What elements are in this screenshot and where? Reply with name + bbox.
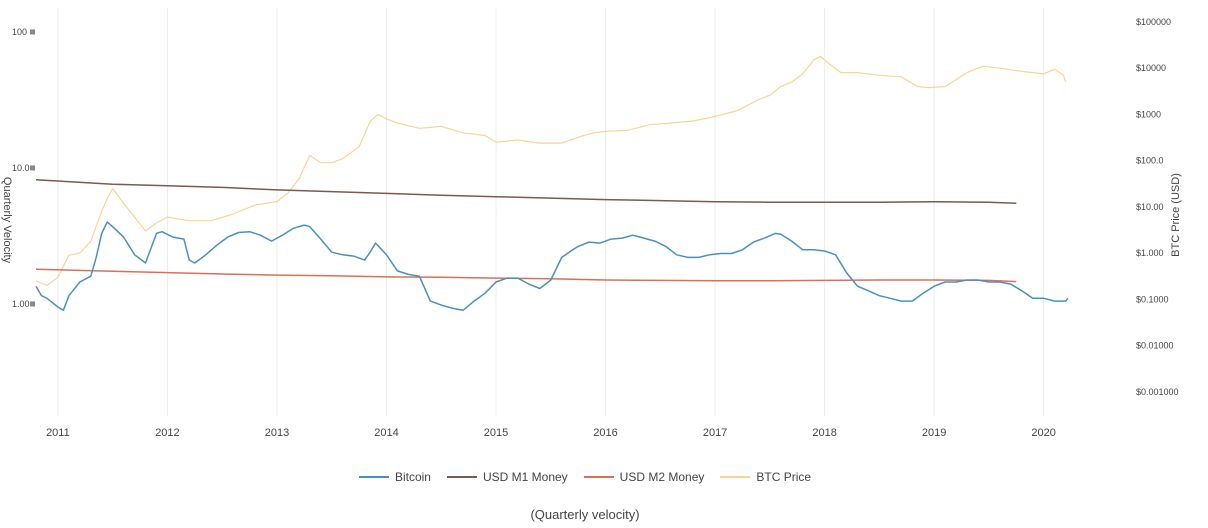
- grid-lines: [57, 8, 1045, 416]
- y-left-tick-label: 10.0: [12, 163, 30, 173]
- legend-label: Bitcoin: [394, 470, 431, 484]
- series-line-bitcoin: [35, 221, 1069, 311]
- x-tick-label: 2018: [812, 427, 836, 439]
- y-left-tick-mark: [30, 165, 35, 171]
- y-left-tick-mark: [30, 29, 35, 35]
- y-right-tick-label: $0.1000: [1136, 294, 1169, 304]
- x-tick-label: 2015: [484, 427, 508, 439]
- x-tick-label: 2016: [593, 427, 617, 439]
- chart-caption: (Quarterly velocity): [530, 507, 640, 522]
- y-right-tick-label: $0.001000: [1136, 387, 1179, 397]
- y-right-tick-label: $10.00: [1136, 202, 1164, 212]
- x-tick-label: 2013: [265, 427, 289, 439]
- series-line-btc-price: [35, 55, 1067, 286]
- x-tick-label: 2019: [922, 427, 946, 439]
- y-axis-right-title: BTC Price (USD): [1170, 173, 1182, 257]
- legend-item[interactable]: USD M2 Money: [583, 470, 705, 484]
- y-right-tick-label: $0.01000: [1136, 341, 1174, 351]
- legend-item[interactable]: Bitcoin: [358, 470, 431, 484]
- legend: Bitcoin USD M1 Money USD M2 Money BTC Price: [0, 470, 1170, 484]
- x-tick-label: 2020: [1031, 427, 1055, 439]
- legend-swatch: [358, 476, 389, 478]
- y-right-tick-label: $10000: [1136, 63, 1166, 73]
- legend-item[interactable]: BTC Price: [720, 470, 811, 484]
- y-axis-right: $100000 $10000 $1000 $100.0 $10.00 $1.000 $0.1…: [1136, 17, 1179, 397]
- x-tick-label: 2014: [374, 427, 398, 439]
- y-left-tick-label: 100: [12, 27, 27, 37]
- series-group: [35, 55, 1069, 311]
- chart-svg: 2011 2012 2013 2014 2015 2016 2017 2018 2019 2020…: [1, 8, 1182, 439]
- legend-swatch: [583, 476, 614, 478]
- legend-item[interactable]: USD M1 Money: [446, 470, 568, 484]
- series-line-usd-m2-money: [35, 268, 1017, 283]
- x-tick-label: 2011: [46, 427, 70, 439]
- legend-swatch: [720, 476, 751, 478]
- x-tick-label: 2017: [703, 427, 727, 439]
- y-left-tick-mark: [30, 301, 35, 307]
- x-tick-label: 2012: [155, 427, 179, 439]
- legend-label: USD M1 Money: [482, 470, 568, 484]
- y-right-tick-label: $100.0: [1136, 156, 1164, 166]
- y-axis-left: 100 10.0 1.00: [12, 27, 35, 309]
- y-right-tick-label: $1000: [1136, 109, 1161, 119]
- legend-label: BTC Price: [756, 470, 812, 484]
- legend-swatch: [446, 476, 477, 478]
- y-axis-left-title: Quarterly Velocity: [1, 177, 13, 264]
- series-line-usd-m1-money: [35, 178, 1017, 205]
- y-right-tick-label: $100000: [1136, 17, 1171, 27]
- y-right-tick-label: $1.000: [1136, 248, 1164, 258]
- legend-label: USD M2 Money: [619, 470, 705, 484]
- y-left-tick-label: 1.00: [12, 299, 30, 309]
- x-axis: 2011 2012 2013 2014 2015 2016 2017 2018 2019 2020: [46, 427, 1056, 439]
